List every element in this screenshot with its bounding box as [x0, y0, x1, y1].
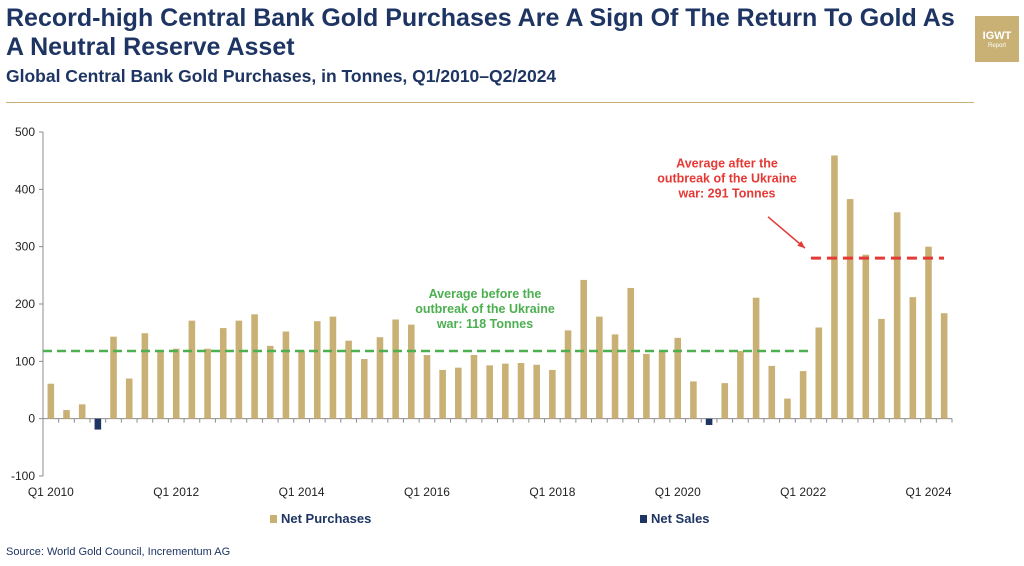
- bars-group: [47, 155, 948, 430]
- bar-net-purchases: [878, 318, 885, 419]
- y-tick-label: -100: [11, 469, 35, 483]
- x-tick-label: Q1 2014: [279, 485, 325, 499]
- bar-net-purchases: [925, 246, 932, 419]
- bar-net-purchases: [219, 328, 227, 419]
- bar-net-purchases: [721, 383, 729, 419]
- chart-title: Record-high Central Bank Gold Purchases …: [6, 4, 955, 61]
- bar-net-purchases: [643, 353, 650, 419]
- bar-net-purchases: [63, 410, 70, 419]
- bar-net-purchases: [125, 378, 133, 419]
- x-tick-label: Q1 2020: [655, 485, 701, 499]
- bar-net-purchases: [862, 254, 870, 419]
- legend-label-purchases: Net Purchases: [281, 511, 371, 526]
- logo-sub-text: Report: [987, 43, 1006, 49]
- bar-net-purchases: [627, 287, 635, 419]
- axes-group: -100 0 100 200 300 400 500 Q1 2010 Q1 2012 Q1 201…: [11, 125, 953, 499]
- avg-after-arrow: [767, 216, 806, 249]
- bar-net-purchases: [455, 367, 462, 419]
- bar-net-purchases: [298, 350, 305, 419]
- bar-net-purchases: [110, 336, 117, 419]
- bar-net-purchases: [831, 155, 838, 419]
- x-tick-label: Q1 2010: [28, 485, 74, 499]
- bar-net-purchases: [799, 371, 807, 419]
- bar-net-sales: [94, 418, 102, 430]
- bar-net-sales: [705, 418, 713, 425]
- y-tick-label: 200: [15, 297, 35, 311]
- bar-net-purchases: [266, 345, 274, 419]
- bar-net-purchases: [204, 348, 211, 419]
- bar-net-purchases: [517, 363, 525, 419]
- avg-after-arrowhead: [797, 240, 805, 249]
- bar-net-purchases: [596, 316, 603, 419]
- bar-net-purchases: [251, 314, 258, 419]
- x-tick-label: Q1 2022: [780, 485, 826, 499]
- bar-net-purchases: [376, 337, 384, 419]
- x-tick-label: Q1 2012: [153, 485, 199, 499]
- bar-net-purchases: [658, 351, 666, 419]
- bar-net-purchases: [157, 350, 164, 419]
- bar-net-purchases: [408, 324, 415, 419]
- y-tick-label: 400: [15, 182, 35, 196]
- bar-net-purchases: [752, 297, 760, 419]
- bar-net-purchases: [141, 333, 149, 419]
- average-lines-group: Average before the outbreak of the Ukrain…: [43, 156, 944, 353]
- bar-net-purchases: [78, 404, 86, 419]
- x-tick-label: Q1 2024: [905, 485, 951, 499]
- source-note: Source: World Gold Council, Incrementum …: [6, 546, 231, 558]
- bar-net-purchases: [345, 340, 352, 419]
- avg-before-label: Average before the outbreak of the Ukrain…: [415, 287, 555, 331]
- bar-net-purchases: [690, 381, 697, 419]
- bar-net-purchases: [313, 321, 321, 419]
- bar-net-purchases: [580, 279, 587, 419]
- avg-after-label: Average after the outbreak of the Ukraine…: [657, 156, 797, 200]
- bar-net-purchases: [423, 355, 431, 419]
- bar-net-purchases: [470, 355, 478, 419]
- bar-net-purchases: [188, 320, 196, 419]
- logo-main-text: IGWT: [982, 30, 1012, 42]
- x-tick-label: Q1 2016: [404, 485, 450, 499]
- bar-net-purchases: [846, 199, 854, 419]
- header-divider: [6, 102, 974, 103]
- bar-net-purchases: [502, 363, 509, 419]
- legend-group: Net Purchases Net Sales: [270, 511, 710, 526]
- bar-net-purchases: [533, 364, 540, 419]
- bar-net-purchases: [674, 337, 682, 419]
- bar-net-purchases: [235, 320, 243, 419]
- bar-net-purchases: [282, 331, 290, 419]
- legend-swatch-purchases: [270, 515, 277, 523]
- y-tick-label: 100: [15, 354, 35, 368]
- bar-net-purchases: [815, 327, 823, 419]
- bar-net-purchases: [564, 330, 572, 419]
- chart-subtitle: Global Central Bank Gold Purchases, in T…: [6, 66, 557, 86]
- bar-net-purchases: [360, 359, 368, 419]
- bar-net-purchases: [549, 369, 556, 419]
- bar-net-purchases: [611, 334, 619, 419]
- bar-net-purchases: [737, 351, 744, 419]
- bar-net-purchases: [439, 369, 446, 419]
- bar-net-purchases: [768, 365, 776, 419]
- bar-net-purchases: [392, 319, 399, 419]
- y-tick-label: 300: [15, 240, 35, 254]
- bar-net-purchases: [940, 313, 948, 419]
- y-tick-label: 500: [15, 125, 35, 139]
- x-tick-label: Q1 2018: [529, 485, 575, 499]
- bar-net-purchases: [893, 212, 901, 419]
- bar-net-purchases: [486, 365, 493, 419]
- bar-net-purchases: [909, 297, 917, 419]
- bar-net-purchases: [47, 383, 55, 419]
- bar-net-purchases: [784, 398, 791, 419]
- legend-swatch-sales: [640, 515, 647, 523]
- igwt-logo: IGWT Report: [975, 16, 1019, 62]
- y-tick-label: 0: [28, 412, 35, 426]
- bar-net-purchases: [329, 316, 337, 419]
- legend-label-sales: Net Sales: [651, 511, 710, 526]
- bar-net-purchases: [172, 348, 180, 419]
